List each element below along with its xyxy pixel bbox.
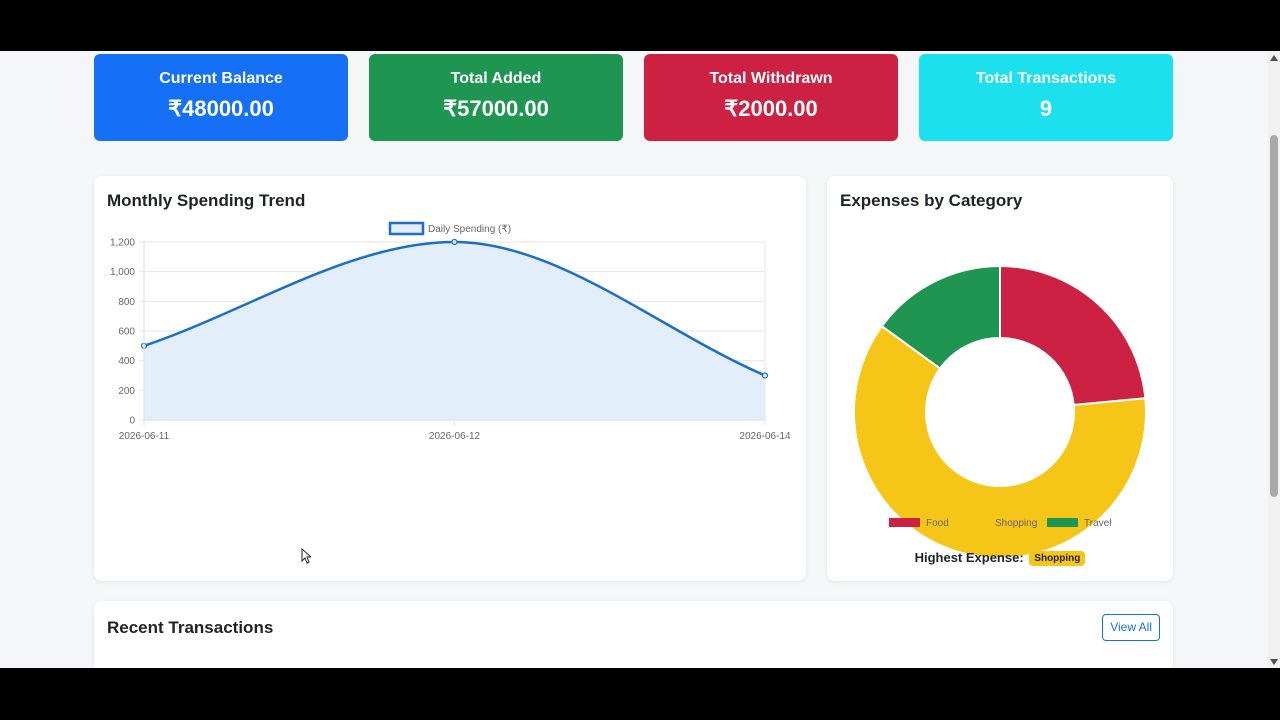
total-transactions-label: Total Transactions (975, 70, 1117, 87)
total-withdrawn-value: ₹2000.00 (724, 96, 818, 121)
y-tick-label: 200 (118, 386, 135, 397)
x-tick-label: 2026-06-12 (429, 431, 481, 442)
highest-expense-badge: Shopping (1029, 551, 1086, 567)
total-added-card: Total Added ₹57000.00 (369, 54, 623, 141)
y-tick-label: 1,000 (110, 267, 135, 278)
total-transactions-value: 9 (1039, 96, 1053, 121)
legend-label: Daily Spending (₹) (428, 224, 511, 235)
y-tick-label: 0 (129, 416, 135, 427)
x-tick-label: 2026-06-11 (119, 431, 170, 442)
legend-swatch (958, 518, 989, 527)
legend-swatch (889, 518, 920, 527)
expenses-category-title: Expenses by Category (840, 191, 1023, 210)
slice-travel (880, 264, 1001, 370)
highest-expense-label: Highest Expense: (914, 550, 1024, 565)
legend-label: Food (926, 518, 949, 529)
recent-transactions-title: Recent Transactions (107, 618, 274, 637)
legend-swatch (1047, 518, 1078, 527)
expenses-category-panel: Expenses by Category Food Shopping Travel … (827, 176, 1173, 581)
total-withdrawn-card: Total Withdrawn ₹2000.00 (644, 54, 898, 141)
dashboard-viewport: Current Balance ₹48000.00 Total Added ₹5… (0, 51, 1268, 668)
legend-label: Shopping (995, 518, 1037, 529)
y-tick-label: 1,200 (110, 238, 135, 249)
page-scrollbar[interactable] (1268, 51, 1280, 668)
total-transactions-card: Total Transactions 9 (919, 54, 1173, 141)
total-withdrawn-label: Total Withdrawn (709, 70, 833, 87)
current-balance-value: ₹48000.00 (168, 96, 274, 121)
highest-expense: Highest Expense: Shopping (827, 550, 1173, 567)
scroll-up-arrow-icon[interactable] (1270, 55, 1278, 61)
data-point (761, 372, 769, 379)
spending-trend-title: Monthly Spending Trend (107, 191, 306, 210)
x-tick-label: 2026-06-14 (739, 431, 791, 442)
expenses-category-chart: Food Shopping Travel (853, 264, 1147, 559)
view-all-button[interactable]: View All (1102, 614, 1160, 641)
legend-label: Travel (1084, 518, 1111, 529)
current-balance-card: Current Balance ₹48000.00 (94, 54, 348, 141)
scrollbar-thumb[interactable] (1270, 135, 1278, 497)
spending-trend-panel: Monthly Spending Trend 0 200 400 600 800 1,00… (94, 176, 806, 581)
legend-swatch (388, 221, 425, 236)
total-added-label: Total Added (450, 70, 542, 87)
slice-food (999, 264, 1147, 407)
slice-shopping (853, 324, 1147, 559)
scroll-down-arrow-icon[interactable] (1270, 659, 1278, 665)
total-added-value: ₹57000.00 (443, 96, 549, 121)
y-tick-label: 800 (118, 297, 135, 308)
y-tick-label: 600 (118, 327, 135, 338)
y-tick-label: 400 (118, 356, 135, 367)
data-point (451, 238, 458, 246)
spending-trend-chart: 0 200 400 600 800 1,000 1,200 2026-06-11 2026-06… (110, 221, 791, 442)
recent-transactions-panel: Recent Transactions View All (94, 601, 1173, 668)
series-area (144, 242, 765, 420)
current-balance-label: Current Balance (159, 70, 283, 87)
mouse-pointer-icon (301, 548, 311, 564)
